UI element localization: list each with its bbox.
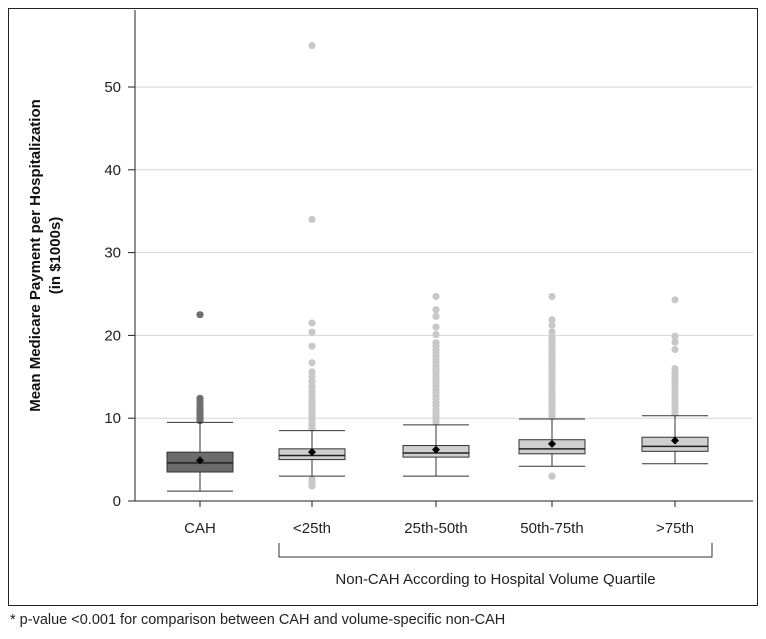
x-tick-label: >75th: [656, 520, 694, 537]
outlier-point: [671, 338, 679, 346]
outlier-point: [308, 342, 316, 350]
y-tick-label: 30: [104, 245, 121, 262]
outlier-point: [308, 378, 316, 386]
x-tick-label: <25th: [293, 520, 331, 537]
mean-marker: [196, 456, 204, 465]
outlier-point: [432, 312, 440, 320]
outlier-point: [671, 296, 679, 304]
outlier-point: [671, 345, 679, 354]
outlier-point: [432, 306, 440, 314]
group-label: Non-CAH According to Hospital Volume Qua…: [335, 571, 655, 588]
outlier-point: [548, 328, 556, 336]
outlier-point: [548, 333, 556, 341]
outlier-point: [308, 319, 316, 327]
outlier-point: [432, 330, 440, 339]
x-tick-label: 25th-50th: [404, 520, 467, 537]
footnote: * p-value <0.001 for comparison between …: [10, 612, 506, 628]
mean-marker: [308, 448, 316, 457]
outlier-point: [548, 316, 556, 324]
outlier-point: [548, 472, 556, 480]
outlier-point: [671, 332, 679, 340]
outlier-point: [308, 215, 316, 224]
chart-frame: [8, 8, 758, 606]
outlier-point: [308, 373, 316, 381]
outlier-point: [432, 323, 440, 331]
mean-marker: [548, 439, 556, 448]
outlier-point: [196, 311, 204, 319]
outlier-point: [308, 42, 316, 50]
outlier-point: [308, 328, 316, 336]
y-axis-title: Mean Medicare Payment per Hospitalizatio…: [27, 99, 44, 412]
outlier-point: [548, 321, 556, 330]
outlier-point: [196, 394, 204, 402]
outlier-point: [432, 339, 440, 347]
y-tick-label: 40: [104, 162, 121, 179]
y-tick-label: 0: [113, 493, 121, 510]
mean-marker: [432, 445, 440, 454]
outlier-point: [308, 368, 316, 376]
outlier-point: [432, 292, 440, 301]
outlier-point: [308, 475, 316, 484]
y-tick-label: 10: [104, 410, 121, 427]
x-tick-label: CAH: [184, 520, 216, 537]
outlier-point: [548, 292, 556, 301]
y-tick-label: 50: [104, 79, 121, 96]
y-axis-title-unit: (in $1000s): [47, 217, 64, 295]
y-tick-label: 20: [104, 327, 121, 344]
outlier-point: [308, 359, 316, 367]
mean-marker: [671, 436, 679, 445]
group-bracket: [278, 543, 713, 558]
outlier-point: [671, 364, 679, 373]
outlier-point: [308, 383, 316, 391]
x-tick-label: 50th-75th: [520, 520, 583, 537]
